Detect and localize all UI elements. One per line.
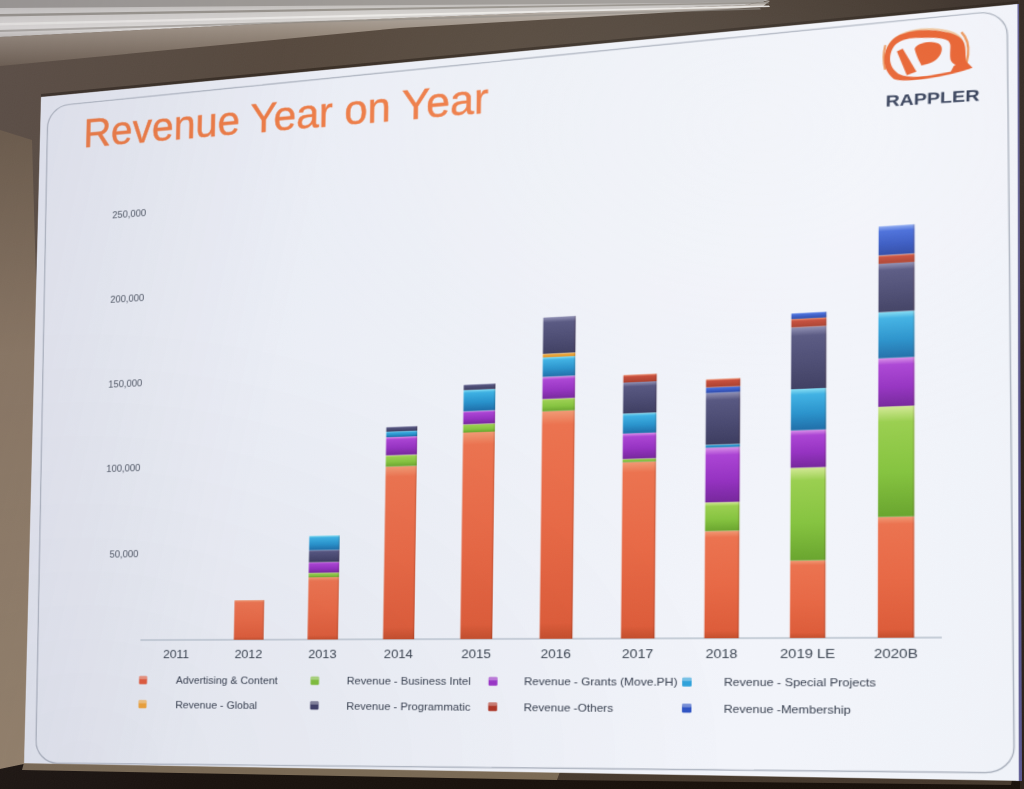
svg-text:2016: 2016 [540,648,571,662]
svg-text:RAPPLER: RAPPLER [885,87,980,111]
svg-text:100,000: 100,000 [106,463,140,475]
svg-text:2020B: 2020B [874,648,918,662]
svg-text:Revenue -Others: Revenue -Others [524,702,614,715]
svg-text:Revenue - Special Projects: Revenue - Special Projects [724,677,876,691]
svg-text:Revenue - Global: Revenue - Global [175,700,257,713]
svg-text:2017: 2017 [622,648,653,662]
svg-text:2013: 2013 [308,649,337,662]
svg-text:Revenue - Business Intel: Revenue - Business Intel [347,676,471,689]
svg-text:2011: 2011 [163,649,189,662]
svg-text:250,000: 250,000 [112,208,146,221]
svg-text:150,000: 150,000 [108,378,142,390]
svg-text:Revenue - Programmatic: Revenue - Programmatic [346,701,470,714]
svg-text:2018: 2018 [705,648,737,662]
svg-text:Revenue - Grants (Move.PH): Revenue - Grants (Move.PH) [524,676,678,689]
svg-text:Revenue -Membership: Revenue -Membership [724,703,852,717]
svg-text:Advertising & Content: Advertising & Content [176,676,278,688]
svg-text:Revenue Year on Year: Revenue Year on Year [83,75,489,157]
svg-text:2019 LE: 2019 LE [780,648,836,662]
svg-text:50,000: 50,000 [109,549,138,560]
svg-text:2012: 2012 [234,649,262,662]
svg-text:2014: 2014 [384,649,414,662]
svg-text:2015: 2015 [461,648,491,662]
svg-text:200,000: 200,000 [110,293,144,305]
